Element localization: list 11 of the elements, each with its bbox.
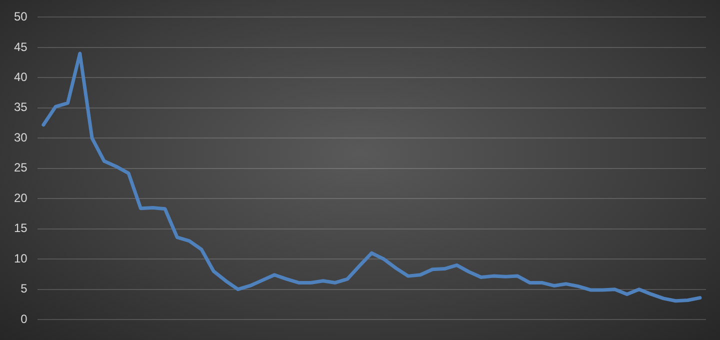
y-tick-label: 10 [14,251,28,266]
y-tick-label: 0 [20,312,28,326]
y-tick-label: 30 [14,130,28,144]
y-tick-label: 35 [14,100,28,114]
y-tick-label: 20 [14,190,28,205]
y-tick-label: 25 [14,160,28,175]
y-tick-label: 50 [14,10,28,24]
y-tick-label: 45 [14,40,28,54]
y-tick-label: 15 [14,221,28,236]
y-tick-label: 40 [14,70,28,84]
y-tick-label: 5 [20,282,28,296]
